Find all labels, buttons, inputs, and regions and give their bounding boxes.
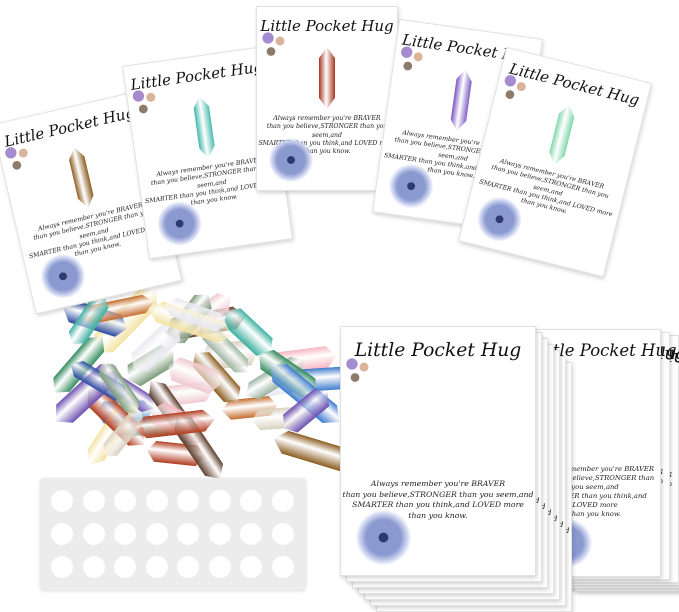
card-title: Little Pocket Hug [354,339,522,361]
flower-sprig-decoration [394,42,429,76]
tray-hole [82,490,105,512]
tray-hole [240,490,262,512]
message-line: than you know. [408,510,468,520]
front-card: Little Pocket Hug Always remember you're … [340,326,536,576]
tray-hole [240,523,262,545]
message-line: than you believe,STRONGER than you seem,… [342,489,534,499]
tray-hole [145,523,168,545]
crystal-turquoise [192,95,216,159]
message-line: than you believe,STRONGER than you seem,… [266,123,388,139]
message-line: than you know. [568,510,622,519]
tray-hole [208,523,231,545]
tray-hole [240,556,262,578]
flower-sprig-decoration [0,139,37,176]
tray-hole [271,523,294,545]
tray-hole [114,556,136,578]
message-line: Always remember you're BRAVER [370,479,506,489]
flower-sprig-decoration [128,84,163,119]
crystal-amethyst [449,68,473,132]
tray-hole [114,490,136,512]
tray-hole [51,556,73,578]
blue-flower-decoration [269,138,313,182]
top-card-3: Little Pocket Hug Always remember you're … [256,6,398,191]
message-line: Always remember you're BRAVER [536,464,654,473]
tray-hole [177,490,199,512]
crystal-green-aventurine [547,103,578,167]
card-title: Little Pocket Hug [260,17,394,35]
tray-hole [145,490,168,512]
flower-sprig-decoration [259,29,289,59]
flower-sprig-decoration [496,69,533,107]
message-line: SMARTER than you think,and LOVED more [258,140,396,148]
tray-hole [177,523,199,545]
message-line: Always remember you're BRAVER [273,115,381,122]
flower-sprig-decoration [343,354,373,385]
tray-hole [51,523,73,545]
tray-hole [51,490,73,512]
message-line: than you believe,STRONGER than you seem,… [535,473,655,491]
blue-flower-decoration [356,510,411,565]
tray-hole [114,523,136,545]
tray-hole [82,523,105,545]
tray-hole [271,556,294,578]
tray-hole [145,556,168,578]
tray-hole [271,490,294,512]
foam-tray [40,478,306,590]
crystal-red-jasper [319,47,335,109]
tray-hole [208,490,231,512]
tray-hole [82,556,105,578]
crystal-tiger-eye [66,146,96,210]
tray-hole [208,556,231,578]
card-title: Little Pocket Hug [530,341,677,360]
message-line: than you know. [303,148,351,156]
tray-hole [177,556,199,578]
message-line: SMARTER than you think,and LOVED more [543,492,647,510]
message-line: SMARTER than you think,and LOVED more [352,500,524,510]
